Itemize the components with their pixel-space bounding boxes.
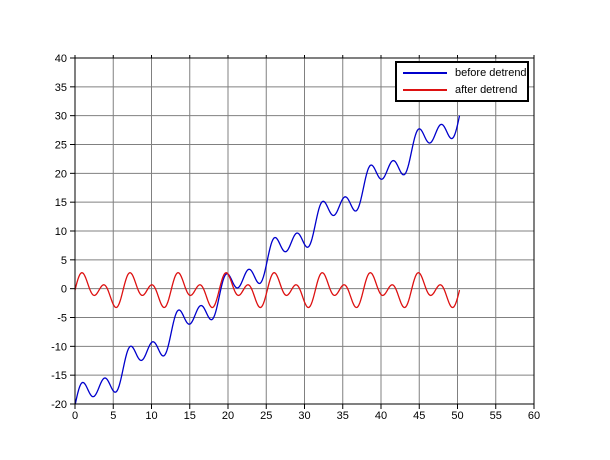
legend-line-sample-red <box>403 89 447 91</box>
y-tick-label: -5 <box>57 313 67 325</box>
x-tick-label: 10 <box>145 410 157 422</box>
series-line-before-detrend <box>75 115 461 404</box>
plot-border <box>74 57 535 405</box>
x-tick-label: 20 <box>222 410 234 422</box>
legend-label: after detrend <box>455 84 518 96</box>
legend-entry-before-detrend: before detrend <box>403 66 527 80</box>
y-tick-label: 30 <box>55 111 67 123</box>
y-tick-label: -20 <box>51 399 67 411</box>
x-tick-label: 15 <box>184 410 196 422</box>
x-tick-label: 5 <box>110 410 116 422</box>
axis-ticks <box>70 55 535 409</box>
y-tick-label: 25 <box>55 140 67 152</box>
legend-line-sample-blue <box>403 72 447 74</box>
y-tick-label: 5 <box>61 255 67 267</box>
data-series <box>75 115 461 404</box>
x-tick-label: 35 <box>337 410 349 422</box>
legend-entry-after-detrend: after detrend <box>403 83 527 97</box>
y-tick-label: 0 <box>61 284 67 296</box>
y-tick-label: 15 <box>55 197 67 209</box>
x-tick-label: 50 <box>451 410 463 422</box>
legend-label: before detrend <box>455 67 527 79</box>
y-tick-label: -10 <box>51 341 67 353</box>
y-tick-label: -15 <box>51 370 67 382</box>
y-tick-label: 10 <box>55 226 67 238</box>
legend-box: before detrend after detrend <box>395 61 529 102</box>
axis-tick-labels: 0 5 10 15 20 25 30 35 40 45 50 55 60 -20 -15 -10 -5 0 5 10 1… <box>51 53 540 422</box>
y-tick-label: 35 <box>55 82 67 94</box>
series-line-after-detrend <box>75 272 461 309</box>
x-tick-label: 40 <box>375 410 387 422</box>
x-tick-label: 30 <box>298 410 310 422</box>
x-tick-label: 60 <box>528 410 540 422</box>
gridlines <box>75 58 534 404</box>
x-tick-label: 25 <box>260 410 272 422</box>
y-tick-label: 40 <box>55 53 67 65</box>
y-tick-label: 20 <box>55 168 67 180</box>
x-tick-label: 0 <box>72 410 78 422</box>
x-tick-label: 45 <box>413 410 425 422</box>
x-tick-label: 55 <box>490 410 502 422</box>
